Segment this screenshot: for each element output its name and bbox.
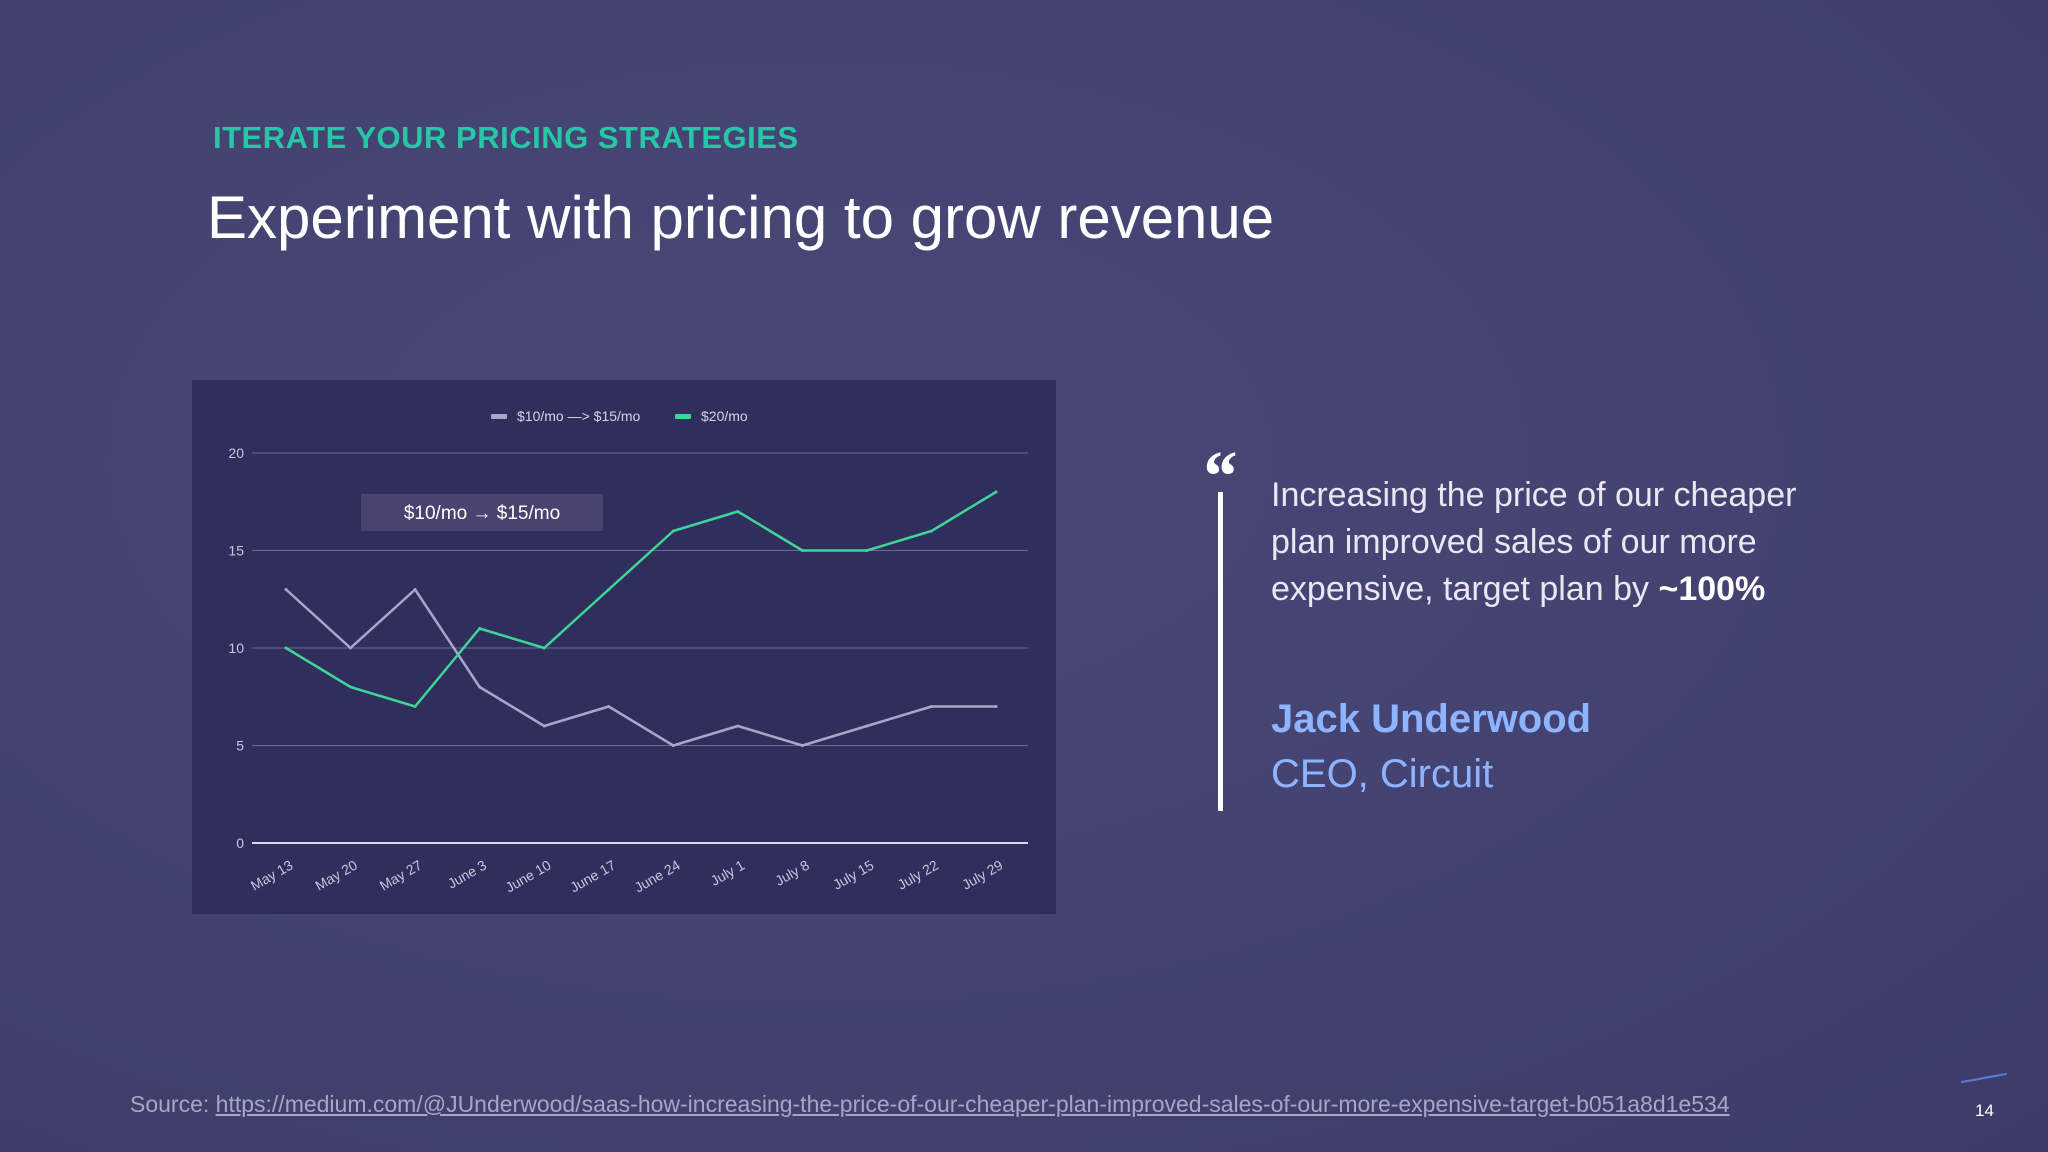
x-tick-label: May 27 <box>377 857 425 894</box>
x-tick-label: June 3 <box>445 857 490 892</box>
series-2-point <box>671 529 675 533</box>
x-tick-label: June 24 <box>632 857 683 896</box>
source-link[interactable]: https://medium.com/@JUnderwood/saas-how-… <box>215 1091 1730 1117</box>
x-tick-label: May 13 <box>248 857 296 894</box>
series-1-point <box>736 724 740 728</box>
series-2-point <box>865 549 869 552</box>
series-1-point <box>865 724 869 728</box>
series-2-point <box>736 510 740 513</box>
series-2-point <box>994 490 998 494</box>
legend-label-1: $10/mo —> $15/mo <box>517 408 641 424</box>
series-2-point <box>800 549 804 552</box>
series-1-point <box>542 724 546 728</box>
x-tick-label: July 29 <box>959 857 1006 893</box>
slide-title: Experiment with pricing to grow revenue <box>207 184 1275 251</box>
series-1-point <box>800 744 804 747</box>
line-chart: 0 5 10 15 20 May 13 May 20 May 27 June 3 June 10… <box>192 380 1056 914</box>
legend-swatch-1 <box>491 414 507 419</box>
y-tick-label: 0 <box>236 835 244 851</box>
series-2-point <box>413 705 417 708</box>
series-1-point <box>607 705 611 708</box>
source-label: Source: <box>130 1091 216 1117</box>
chart-y-ticks: 0 5 10 15 20 <box>228 445 244 851</box>
x-tick-label: June 10 <box>503 857 554 896</box>
quote-author-role: CEO, Circuit <box>1271 752 1494 796</box>
series-line-1 <box>284 588 998 747</box>
annotation-box <box>361 494 603 531</box>
annotation-label: $10/mo → $15/mo <box>404 503 560 524</box>
y-tick-label: 20 <box>228 445 244 461</box>
series-1-point <box>478 685 482 689</box>
quote-author-name: Jack Underwood <box>1271 697 1592 741</box>
x-tick-label: July 8 <box>772 857 812 889</box>
series-1-point <box>929 705 933 708</box>
x-tick-label: June 17 <box>567 857 618 896</box>
quote-text: Increasing the price of our cheaper plan… <box>1271 472 1851 613</box>
chart-gridlines <box>252 452 1028 844</box>
chart-annotation: $10/mo → $15/mo <box>361 494 603 531</box>
x-tick-label: July 22 <box>895 857 942 893</box>
series-2-point <box>478 627 482 630</box>
x-tick-label: May 20 <box>312 857 360 894</box>
y-tick-label: 10 <box>228 640 244 656</box>
chart-legend: $10/mo —> $15/mo $20/mo <box>491 408 748 424</box>
quote-text-highlight: ~100% <box>1658 570 1766 608</box>
series-1-point <box>671 744 675 747</box>
y-tick-label: 15 <box>228 543 244 559</box>
series-2-point <box>542 646 546 650</box>
corner-accent-stroke <box>1961 1073 2007 1083</box>
series-1-point <box>413 588 417 591</box>
chart-series <box>284 490 998 747</box>
series-2-point <box>929 529 933 533</box>
source-citation: Source: https://medium.com/@JUnderwood/s… <box>130 1091 1730 1118</box>
chart-x-ticks: May 13 May 20 May 27 June 3 June 10 June 17 Ju… <box>248 857 1006 896</box>
series-1-point <box>349 646 353 650</box>
quote-text-main: Increasing the price of our cheaper plan… <box>1271 476 1797 608</box>
series-2-point <box>607 588 611 591</box>
slide-eyebrow: ITERATE YOUR PRICING STRATEGIES <box>213 120 799 155</box>
legend-label-2: $20/mo <box>701 408 748 424</box>
series-2-point <box>284 646 288 650</box>
series-1-point <box>994 705 998 708</box>
line-chart-svg: 0 5 10 15 20 May 13 May 20 May 27 June 3 June 10… <box>228 408 1028 896</box>
x-tick-label: July 1 <box>708 857 748 889</box>
y-tick-label: 5 <box>236 738 244 754</box>
series-2-point <box>349 685 353 689</box>
page-number: 14 <box>1975 1101 1994 1120</box>
series-1-point <box>284 588 288 591</box>
series-line-2 <box>284 490 998 708</box>
x-tick-label: July 15 <box>830 857 877 893</box>
quote-divider <box>1218 492 1223 811</box>
legend-swatch-2 <box>675 414 691 419</box>
